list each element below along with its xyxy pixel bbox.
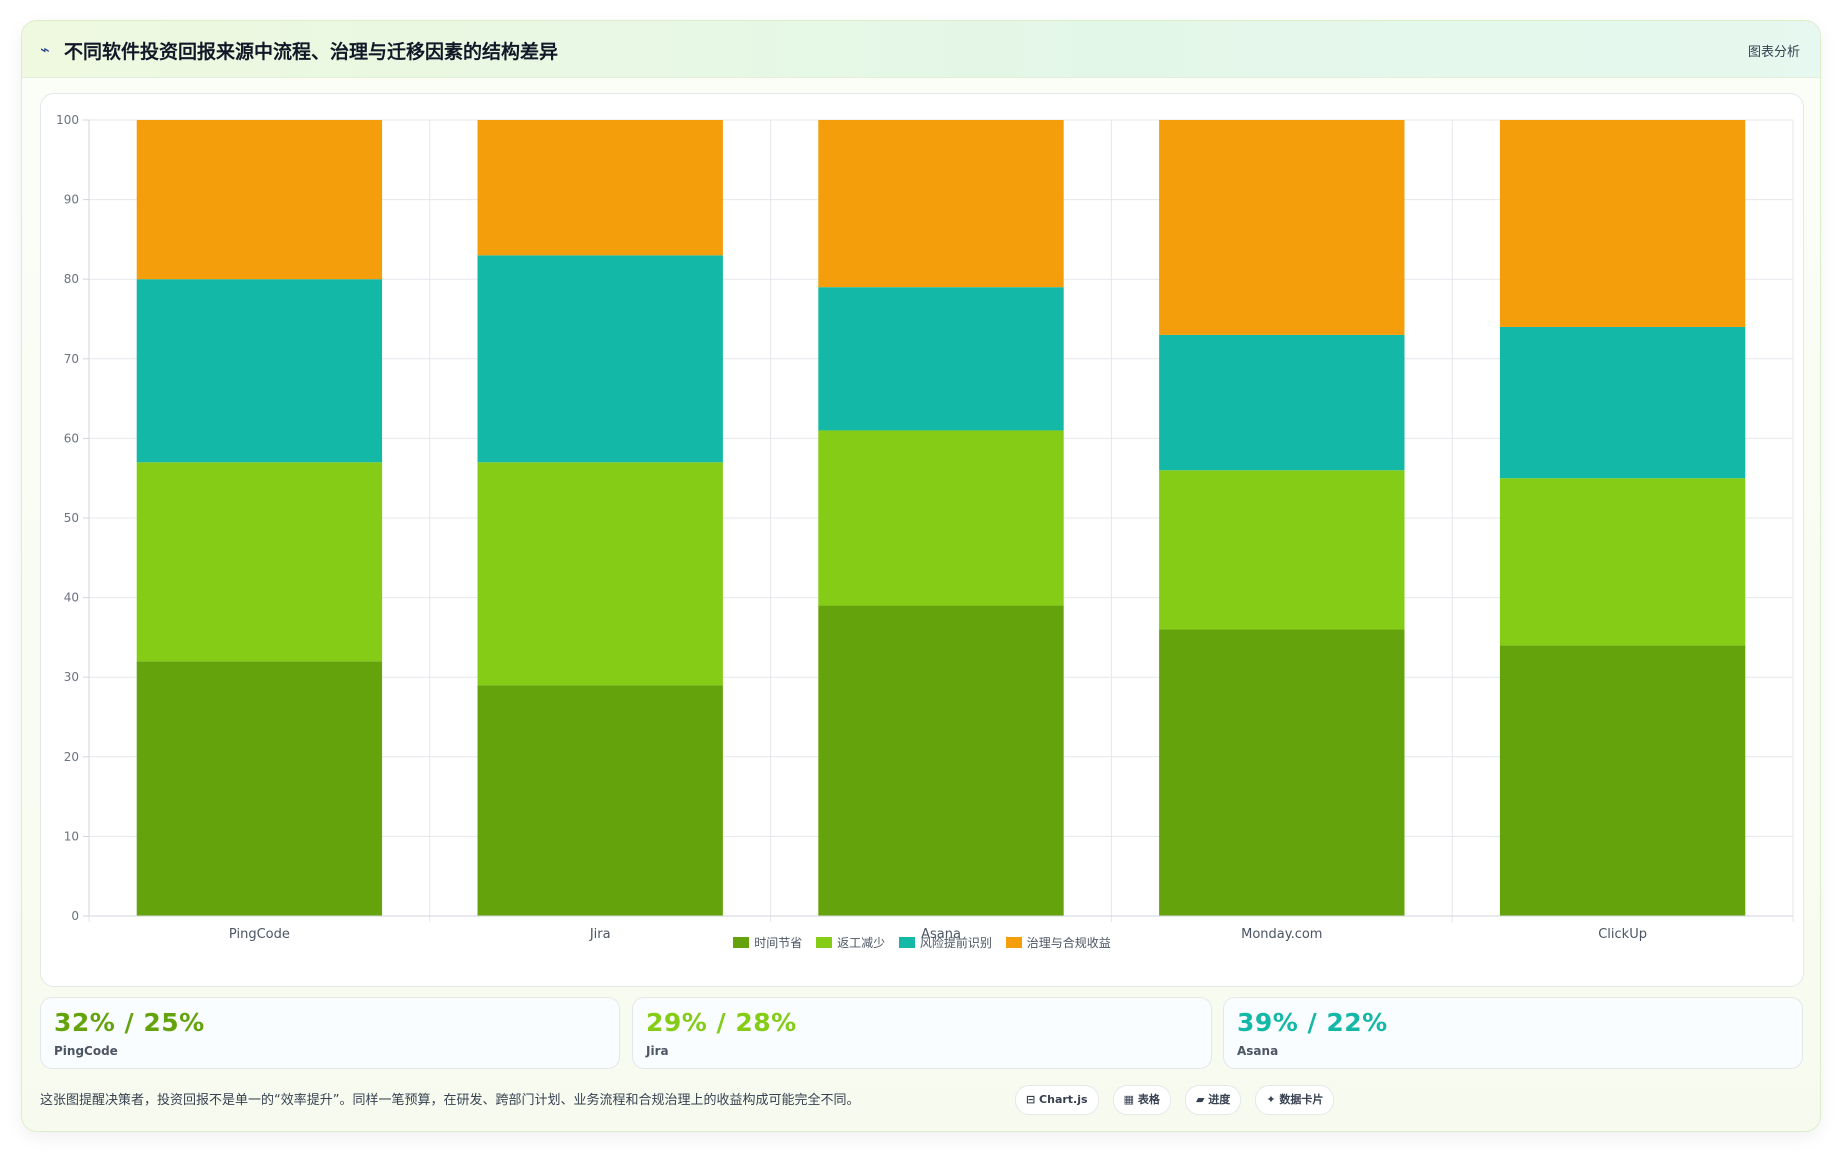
tag-data-cards[interactable]: ✦ 数据卡片: [1255, 1085, 1335, 1115]
legend-label: 治理与合规收益: [1026, 936, 1111, 950]
footer-note: 这张图提醒决策者，投资回报不是单一的“效率提升”。同样一笔预算，在研发、跨部门计…: [40, 1093, 860, 1108]
bar-segment: [136, 462, 383, 662]
y-tick-label: 60: [64, 431, 79, 445]
y-tick-label: 90: [64, 193, 79, 207]
bar-segment: [818, 120, 1064, 288]
bar-segment: [1159, 334, 1405, 471]
legend-swatch: [733, 937, 750, 948]
bar-segment: [1499, 478, 1746, 646]
chart-area: 0 10 20 30 40 50 60 70 80 90 100 PingCode Jira Asana M…: [40, 93, 1804, 987]
chart-card: ⌁ 不同软件投资回报来源中流程、治理与迁移因素的结构差异 图表分析 0 10 20 3…: [21, 20, 1821, 1132]
x-tick-label: Asana: [921, 927, 961, 942]
stat-label: Jira: [646, 1044, 669, 1058]
stat-card-pingcode: 32% / 25% PingCode: [40, 997, 620, 1069]
tag-chartjs[interactable]: ⊟ Chart.js: [1015, 1085, 1099, 1115]
x-tick-label: Monday.com: [1241, 927, 1322, 942]
legend-label: 风险提前识别: [919, 936, 992, 950]
chart-legend: 时间节省 返工减少 风险提前识别 治理与合规收益: [41, 934, 1803, 951]
legend-label: 返工减少: [837, 936, 886, 950]
x-tick-label: Jira: [589, 927, 611, 942]
stat-value: 29% / 28%: [646, 1008, 797, 1037]
bar-segment: [477, 685, 723, 916]
stat-value: 32% / 25%: [54, 1008, 205, 1037]
stat-card-jira: 29% / 28% Jira: [632, 997, 1212, 1069]
chart-analysis-link[interactable]: 图表分析: [1747, 45, 1800, 60]
bar-segment: [1159, 470, 1405, 630]
stacked-bar-chart: 0 10 20 30 40 50 60 70 80 90 100 PingCode Jira Asana M…: [56, 113, 1794, 942]
y-tick-label: 100: [56, 113, 79, 127]
legend-item-risk-identification[interactable]: 风险提前识别: [898, 934, 992, 951]
card-header: ⌁ 不同软件投资回报来源中流程、治理与迁移因素的结构差异 图表分析: [22, 21, 1820, 78]
legend-item-rework-reduction[interactable]: 返工减少: [816, 934, 885, 951]
legend-label: 时间节省: [754, 936, 803, 950]
bar-segment: [136, 279, 383, 463]
bar-segment: [1499, 326, 1746, 479]
bar-segment: [1499, 645, 1746, 916]
x-tick-label: PingCode: [229, 927, 290, 942]
legend-item-governance-compliance[interactable]: 治理与合规收益: [1005, 934, 1111, 951]
x-tick-label: ClickUp: [1598, 927, 1647, 942]
bar-segment: [477, 462, 723, 686]
y-tick-label: 10: [64, 829, 79, 843]
y-tick-label: 20: [64, 750, 79, 764]
bar-segment: [818, 605, 1064, 916]
page-title: 不同软件投资回报来源中流程、治理与迁移因素的结构差异: [64, 41, 559, 63]
y-tick-label: 80: [64, 272, 79, 286]
y-tick-label: 0: [71, 909, 79, 923]
legend-item-time-saving[interactable]: 时间节省: [733, 934, 802, 951]
stat-label: PingCode: [54, 1044, 118, 1058]
y-tick-label: 70: [64, 352, 79, 366]
chart-icon: ⌁: [40, 40, 50, 59]
bar-segment: [136, 661, 383, 916]
stat-label: Asana: [1237, 1044, 1279, 1058]
stat-card-asana: 39% / 22% Asana: [1223, 997, 1803, 1069]
y-tick-label: 30: [64, 670, 79, 684]
stat-value: 39% / 22%: [1237, 1008, 1388, 1037]
y-tick-label: 40: [64, 591, 79, 605]
y-tick-label: 50: [64, 511, 79, 525]
legend-swatch: [1005, 937, 1022, 948]
tag-table[interactable]: ▦ 表格: [1112, 1085, 1171, 1115]
bar-segment: [818, 287, 1064, 431]
tag-list: ⊟ Chart.js ▦ 表格 ▰ 进度 ✦ 数据卡片: [1015, 1085, 1343, 1115]
bar-segment: [1159, 629, 1405, 916]
legend-swatch: [898, 937, 915, 948]
legend-swatch: [816, 937, 833, 948]
tag-progress[interactable]: ▰ 进度: [1184, 1085, 1242, 1115]
bar-segment: [818, 430, 1064, 606]
bar-segment: [1159, 120, 1405, 335]
bar-segment: [477, 255, 723, 463]
bar-segment: [1499, 120, 1746, 327]
bar-segment: [136, 120, 383, 280]
bar-segment: [477, 120, 723, 256]
